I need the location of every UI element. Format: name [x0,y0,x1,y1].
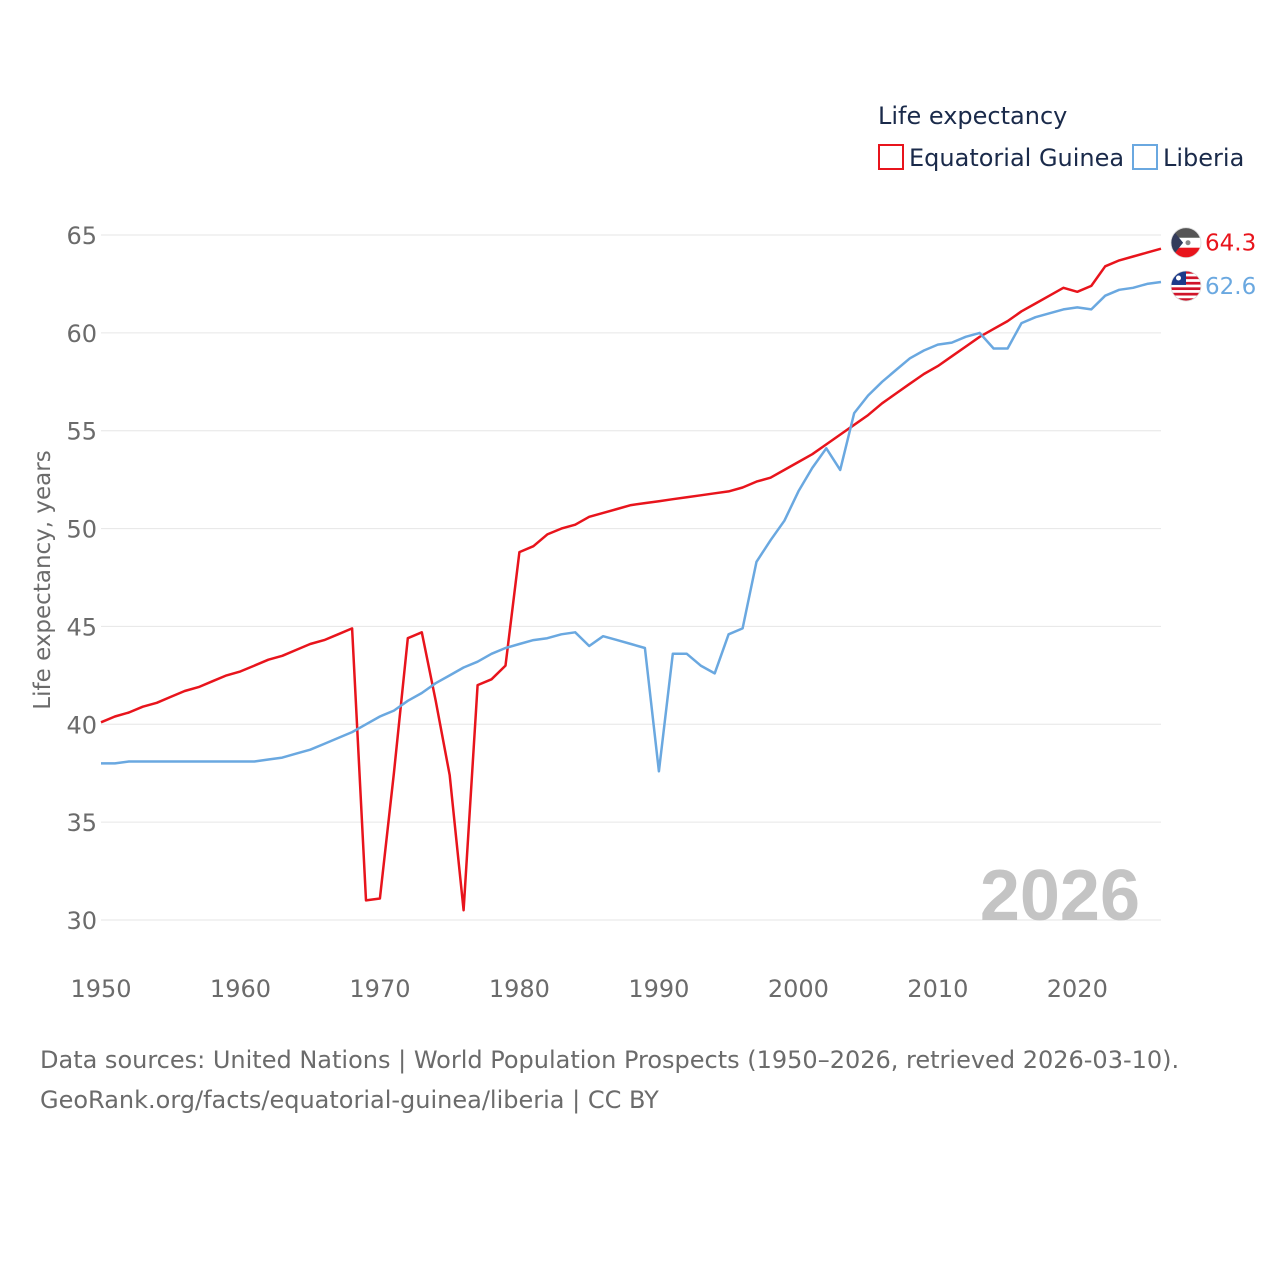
legend-swatch-equatorial-guinea[interactable] [878,144,904,170]
line-chart: 30 35 40 45 50 55 60 65 1950 1960 1970 1980 1990 200… [30,102,1256,1003]
legend[interactable]: Life expectancy Equatorial Guinea Liberi… [878,102,1244,172]
legend-swatch-liberia[interactable] [1132,144,1158,170]
end-markers: 64.3 62.6 [1170,227,1256,302]
y-tick-label: 60 [66,320,97,348]
series-line-equatorial-guinea[interactable] [100,247,1162,912]
end-value-label-liberia: 62.6 [1205,274,1256,300]
gridlines [101,234,1161,921]
legend-label-equatorial-guinea[interactable]: Equatorial Guinea [909,144,1124,172]
x-tick-label: 1980 [489,975,550,1003]
x-tick-labels: 1950 1960 1970 1980 1990 2000 2010 2020 [70,975,1107,1003]
year-watermark: 2026 [980,856,1140,936]
legend-title: Life expectancy [878,102,1067,130]
data-sources-text: Data sources: United Nations | World Pop… [40,1046,1180,1074]
equatorial-guinea-flag-icon [1170,227,1202,259]
x-tick-label: 2000 [768,975,829,1003]
y-tick-label: 50 [66,516,97,544]
x-tick-label: 1970 [349,975,410,1003]
y-tick-labels: 30 35 40 45 50 55 60 65 [66,222,97,935]
x-tick-label: 1990 [628,975,689,1003]
liberia-flag-icon [1170,270,1202,302]
y-tick-label: 30 [66,907,97,935]
series-line-liberia[interactable] [101,280,1162,773]
x-tick-label: 2020 [1047,975,1108,1003]
x-tick-label: 2010 [907,975,968,1003]
end-value-label-equatorial-guinea: 64.3 [1205,231,1256,257]
x-tick-label: 1960 [210,975,271,1003]
legend-label-liberia[interactable]: Liberia [1163,144,1244,172]
x-tick-label: 1950 [70,975,131,1003]
y-axis-label: Life expectancy, years [30,450,56,709]
y-tick-label: 55 [66,418,97,446]
y-tick-label: 65 [66,222,97,250]
y-tick-label: 45 [66,613,97,641]
chart-footer: Data sources: United Nations | World Pop… [40,1040,1179,1120]
series-lines [100,247,1162,912]
y-tick-label: 35 [66,809,97,837]
y-tick-label: 40 [66,711,97,739]
attribution-link[interactable]: GeoRank.org/facts/equatorial-guinea/libe… [40,1086,659,1114]
